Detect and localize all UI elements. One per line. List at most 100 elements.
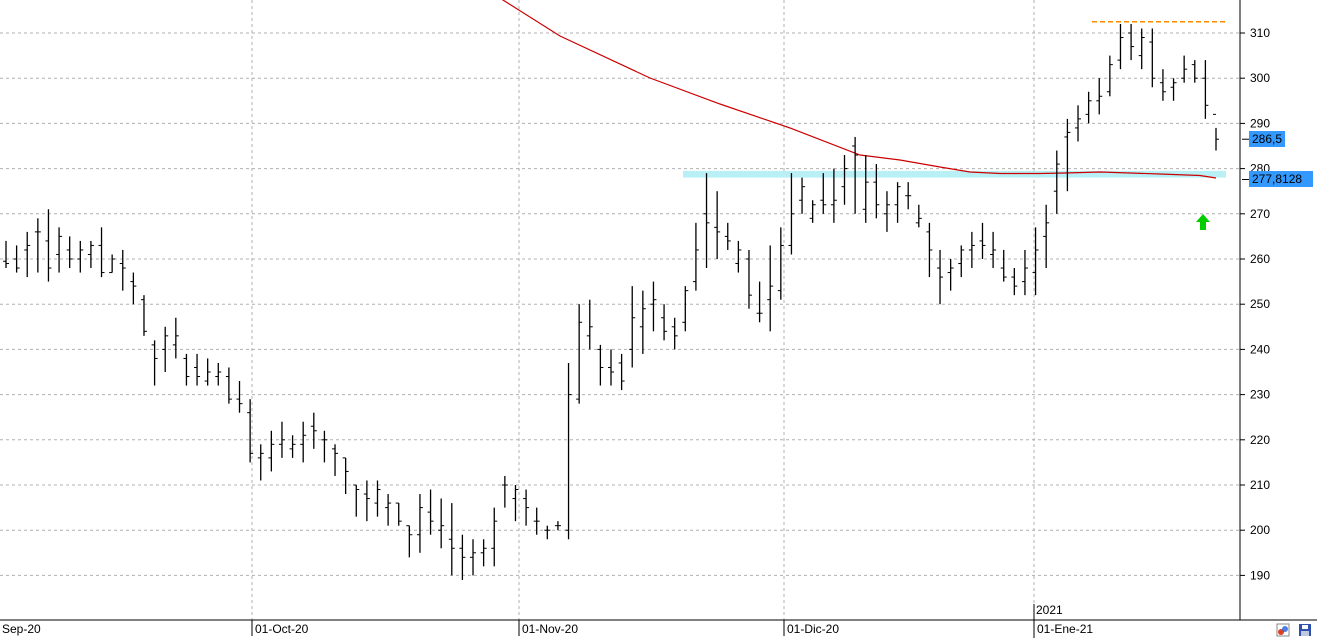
ohlc-bar — [756, 281, 763, 323]
ohlc-bar — [66, 236, 73, 269]
ohlc-bar — [692, 222, 699, 291]
ohlc-bar — [990, 231, 997, 269]
y-tick-label: 220 — [1250, 433, 1270, 447]
ohlc-bar — [937, 249, 944, 305]
ohlc-bar — [278, 421, 285, 458]
ohlc-bar — [629, 286, 636, 368]
ohlc-bar — [1053, 150, 1060, 214]
ohlc-bar — [820, 173, 827, 214]
ohlc-bar — [151, 340, 158, 386]
ohlc-bar — [979, 222, 986, 259]
ohlc-bar — [671, 317, 678, 350]
ohlc-bar — [597, 344, 604, 386]
ohlc-bar — [682, 286, 689, 332]
ohlc-bar — [1043, 204, 1050, 269]
ohlc-bar — [830, 168, 837, 223]
ohlc-bar — [799, 177, 806, 214]
ohlc-bar — [98, 227, 105, 278]
ohlc-bar — [448, 503, 455, 576]
ohlc-bar — [1106, 55, 1113, 97]
ohlc-bar — [554, 521, 561, 531]
ohlc-bar — [873, 164, 880, 219]
ohlc-bar — [363, 480, 370, 522]
ohlc-bar — [1128, 23, 1135, 61]
ohlc-bar — [926, 222, 933, 278]
ohlc-bar — [427, 489, 434, 535]
chart-style-icon[interactable] — [1276, 623, 1290, 637]
ohlc-bar — [841, 155, 848, 205]
ohlc-bar — [183, 353, 190, 386]
ohlc-bar — [1191, 60, 1198, 83]
ohlc-bar — [225, 367, 232, 404]
x-tick-label: 01-Nov-20 — [522, 622, 578, 636]
ohlc-bar — [1011, 268, 1018, 296]
ohlc-bar — [56, 227, 63, 273]
ohlc-bar — [289, 435, 296, 458]
ohlc-bar — [544, 525, 551, 540]
ohlc-bar — [618, 353, 625, 391]
ohlc-bar — [809, 200, 816, 223]
ohlc-bar — [894, 182, 901, 223]
ohlc-bar — [947, 259, 954, 291]
x-tick-label: 01-Dic-20 — [787, 622, 839, 636]
ohlc-bar — [1096, 78, 1103, 115]
ohlc-bar — [1213, 113, 1219, 151]
ohlc-bar — [470, 539, 477, 576]
ohlc-bar — [1064, 118, 1071, 192]
ohlc-bar — [1159, 69, 1166, 101]
ohlc-bar — [1032, 227, 1039, 296]
ohlc-bar — [533, 507, 540, 535]
ohlc-bar — [852, 136, 859, 214]
x-tick-label: 01-Oct-20 — [255, 622, 309, 636]
ohlc-bar — [140, 295, 147, 336]
year-marker-label: 2021 — [1036, 603, 1063, 617]
ohlc-bars — [3, 23, 1219, 580]
ohlc-bar — [639, 290, 646, 354]
y-tick-label: 250 — [1250, 297, 1270, 311]
ohlc-bar — [883, 191, 890, 232]
ohlc-bar — [119, 249, 126, 291]
ohlc-bar — [1117, 23, 1124, 70]
ohlc-bar — [905, 182, 912, 210]
ohlc-bar — [1170, 78, 1177, 101]
ohlc-bar — [34, 218, 41, 273]
ohlc-bar — [87, 240, 94, 269]
y-tick-label: 190 — [1250, 568, 1270, 582]
ohlc-bar — [342, 457, 349, 495]
ohlc-bar — [3, 240, 9, 269]
y-tick-label: 260 — [1250, 252, 1270, 266]
ohlc-bar — [724, 222, 731, 250]
ohlc-bar — [703, 173, 710, 269]
ohlc-bar — [1202, 60, 1209, 119]
ohlc-bar — [438, 498, 445, 549]
ohlc-bar — [162, 326, 169, 372]
ohlc-bar — [501, 475, 508, 508]
ohlc-bar — [1181, 55, 1188, 83]
ohlc-bar — [374, 480, 381, 517]
ohlc-bar — [661, 304, 668, 341]
ohlc-bar — [77, 240, 84, 273]
y-tick-label: 200 — [1250, 523, 1270, 537]
ohlc-bar — [523, 489, 530, 526]
ohlc-bar — [767, 245, 774, 332]
x-axis-date-labels: Sep-20 01-Oct-20 01-Nov-20 01-Dic-20 01-Ene-… — [2, 620, 1093, 636]
ohlc-bar — [257, 444, 264, 481]
y-tick-label: 230 — [1250, 388, 1270, 402]
ohlc-bar — [714, 191, 721, 259]
ohlc-bar — [215, 362, 222, 386]
vertical-gridlines — [251, 0, 1035, 620]
ohlc-bar — [915, 204, 922, 228]
save-icon[interactable] — [1298, 623, 1312, 637]
y-tick-label: 300 — [1250, 71, 1270, 85]
x-tick-label: Sep-20 — [2, 622, 41, 636]
ohlc-bar — [300, 421, 307, 463]
y-tick-label: 270 — [1250, 207, 1270, 221]
ohlc-bar — [385, 494, 392, 526]
support-band — [683, 170, 1226, 178]
last-price-label: 286,5 — [1249, 131, 1286, 148]
ohlc-bar — [512, 485, 519, 522]
ohlc-bar — [745, 249, 752, 309]
ohlc-bar — [576, 304, 583, 404]
